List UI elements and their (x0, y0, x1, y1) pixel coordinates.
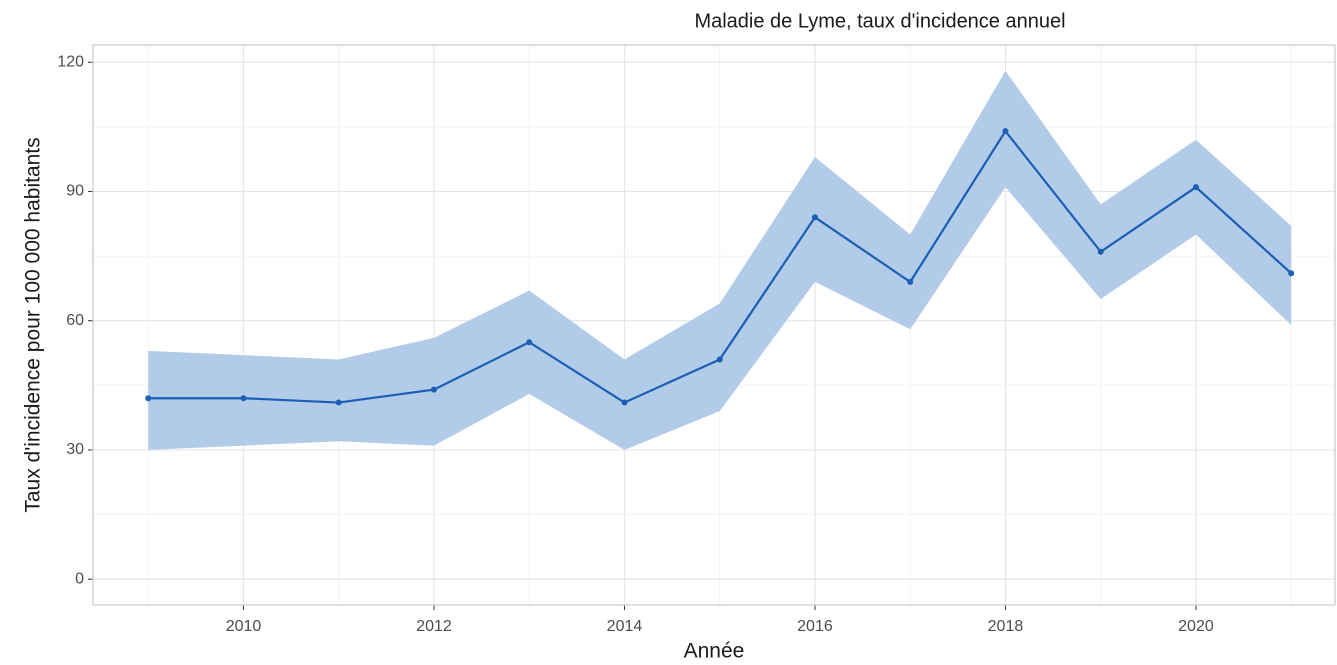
point (526, 339, 533, 346)
point (145, 395, 152, 402)
x-tick-label: 2016 (797, 618, 833, 635)
x-tick-label: 2018 (988, 618, 1024, 635)
point (1097, 248, 1104, 255)
y-tick-label: 90 (66, 183, 84, 200)
y-axis-label: Taux d'incidence pour 100 000 habitants (22, 137, 45, 512)
x-tick-label: 2012 (416, 618, 452, 635)
point (716, 356, 723, 363)
x-tick-label: 2020 (1178, 618, 1214, 635)
y-tick-label: 0 (75, 570, 84, 587)
y-tick-label: 30 (66, 441, 84, 458)
chart-title: Maladie de Lyme, taux d'incidence annuel (694, 10, 1065, 32)
confidence-band (148, 70, 1292, 450)
x-tick-label: 2010 (226, 618, 262, 635)
point (1288, 270, 1295, 277)
point (240, 395, 247, 402)
y-tick-label: 60 (66, 312, 84, 329)
point (1002, 128, 1009, 135)
x-tick-label: 2014 (607, 618, 643, 635)
panel-border (92, 44, 1336, 606)
x-axis-label: Année (684, 640, 745, 663)
point (811, 214, 818, 221)
y-tick-label: 120 (57, 53, 84, 70)
point (335, 399, 342, 406)
point (1192, 184, 1199, 191)
point (907, 278, 914, 285)
point (621, 399, 628, 406)
point (430, 386, 437, 393)
